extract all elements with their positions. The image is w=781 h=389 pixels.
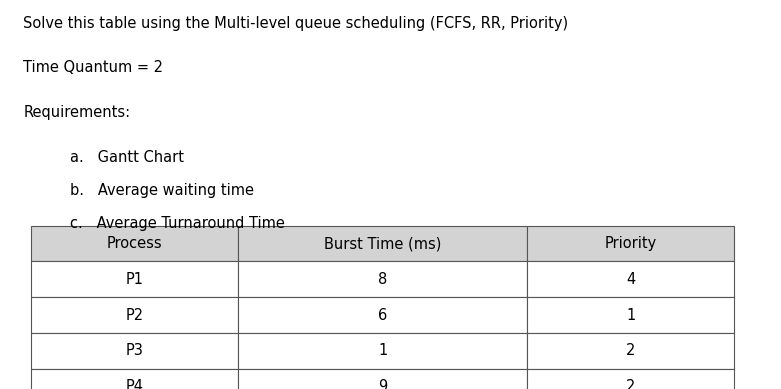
Text: P4: P4 bbox=[126, 379, 144, 389]
Bar bbox=[31, 226, 238, 261]
Text: 2: 2 bbox=[626, 343, 636, 358]
Text: Process: Process bbox=[107, 236, 162, 251]
Text: 1: 1 bbox=[626, 308, 635, 322]
Text: 4: 4 bbox=[626, 272, 635, 287]
Bar bbox=[527, 333, 734, 369]
Text: Burst Time (ms): Burst Time (ms) bbox=[324, 236, 441, 251]
Bar bbox=[31, 369, 238, 389]
Bar bbox=[31, 333, 238, 369]
Text: Requirements:: Requirements: bbox=[23, 105, 130, 120]
Bar bbox=[31, 261, 238, 297]
Bar bbox=[238, 261, 527, 297]
Bar bbox=[31, 297, 238, 333]
Text: 2: 2 bbox=[626, 379, 636, 389]
Text: a.   Gantt Chart: a. Gantt Chart bbox=[70, 150, 184, 165]
Bar bbox=[527, 226, 734, 261]
Text: Priority: Priority bbox=[604, 236, 657, 251]
Bar bbox=[238, 226, 527, 261]
Text: Solve this table using the Multi-level queue scheduling (FCFS, RR, Priority): Solve this table using the Multi-level q… bbox=[23, 16, 569, 31]
Text: P1: P1 bbox=[126, 272, 144, 287]
Text: 6: 6 bbox=[378, 308, 387, 322]
Text: 8: 8 bbox=[378, 272, 387, 287]
Bar bbox=[238, 333, 527, 369]
Text: Time Quantum = 2: Time Quantum = 2 bbox=[23, 60, 163, 75]
Text: b.   Average waiting time: b. Average waiting time bbox=[70, 183, 255, 198]
Bar bbox=[527, 297, 734, 333]
Text: P3: P3 bbox=[126, 343, 144, 358]
Text: 9: 9 bbox=[378, 379, 387, 389]
Bar bbox=[238, 297, 527, 333]
Bar bbox=[527, 261, 734, 297]
Bar bbox=[238, 369, 527, 389]
Text: c.   Average Turnaround Time: c. Average Turnaround Time bbox=[70, 216, 285, 231]
Text: P2: P2 bbox=[126, 308, 144, 322]
Bar bbox=[527, 369, 734, 389]
Text: 1: 1 bbox=[378, 343, 387, 358]
